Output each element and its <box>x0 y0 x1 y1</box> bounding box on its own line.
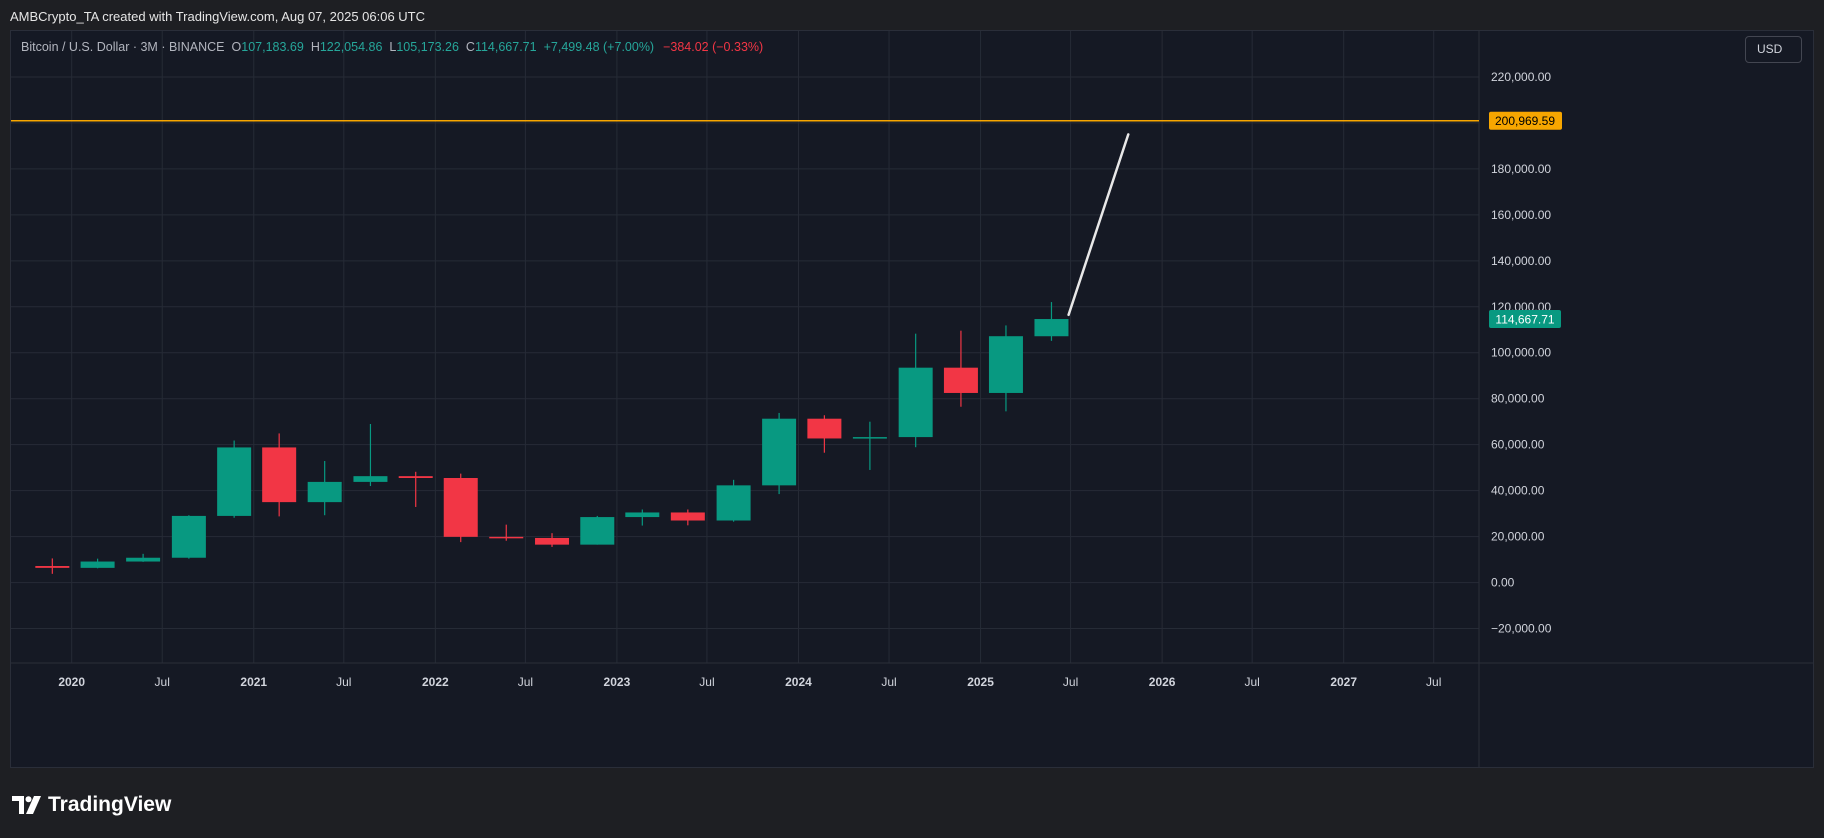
y-tick-label: −20,000.00 <box>1491 622 1552 636</box>
currency-button[interactable]: USD <box>1745 36 1802 63</box>
tradingview-logo: TradingView <box>12 793 171 817</box>
y-tick-label: 140,000.00 <box>1491 254 1551 268</box>
x-tick-label: Jul <box>1244 675 1259 689</box>
candle-body <box>217 447 252 516</box>
symbol-legend: Bitcoin / U.S. Dollar · 3M · BINANCE O107… <box>21 40 763 54</box>
candle-body <box>353 476 388 482</box>
y-tick-label: 0.00 <box>1491 576 1515 590</box>
chart-attribution: AMBCrypto_TA created with TradingView.co… <box>10 9 426 24</box>
candle-body <box>443 477 478 537</box>
x-tick-label: Jul <box>881 675 896 689</box>
last-price-label: 114,667.71 <box>1495 313 1554 327</box>
candle-body <box>716 485 751 521</box>
x-tick-label: Jul <box>336 675 351 689</box>
close-value: 114,667.71 <box>474 40 537 54</box>
candle-body <box>580 517 615 545</box>
tradingview-logo-icon <box>12 796 41 814</box>
close-label: C <box>465 40 475 54</box>
target-level-label: 200,969.59 <box>1495 114 1555 128</box>
y-tick-label: 160,000.00 <box>1491 208 1551 222</box>
x-tick-label: 2020 <box>58 675 85 689</box>
x-tick-label: Jul <box>155 675 170 689</box>
candle-body <box>171 515 206 558</box>
candle-body <box>535 537 570 545</box>
candle-body <box>398 476 433 478</box>
trend-line[interactable] <box>1067 133 1130 317</box>
x-tick-label: 2024 <box>785 675 812 689</box>
candle-body <box>489 536 524 539</box>
price-chart[interactable]: −20,000.00 0.00 20,000.00 40,000.00 60,000.0… <box>11 31 1813 767</box>
candle-body <box>126 557 161 562</box>
y-tick-label: 100,000.00 <box>1491 346 1551 360</box>
x-tick-label: 2025 <box>967 675 994 689</box>
low-label: L <box>389 40 397 54</box>
candle-body <box>943 367 978 393</box>
target-level-tag <box>1489 111 1562 130</box>
candle-body <box>262 447 297 503</box>
low-value: 105,173.26 <box>396 40 459 54</box>
x-tick-label: 2023 <box>604 675 631 689</box>
change-value-2: −384.02 (−0.33%) <box>663 40 764 54</box>
candle-body <box>898 367 933 438</box>
high-label: H <box>310 40 320 54</box>
x-tick-label: Jul <box>518 675 533 689</box>
candle-body <box>35 566 70 568</box>
last-price-tag <box>1489 310 1561 329</box>
change-value: +7,499.48 (+7.00%) <box>543 40 655 54</box>
y-tick-label: 180,000.00 <box>1491 162 1551 176</box>
x-tick-label: Jul <box>1426 675 1441 689</box>
candle-body <box>670 512 705 521</box>
tradingview-wordmark: TradingView <box>48 793 172 816</box>
y-tick-label: 220,000.00 <box>1491 70 1551 84</box>
candle-body <box>1034 319 1069 337</box>
open-value: 107,183.69 <box>241 40 304 54</box>
candle-body <box>762 418 797 486</box>
chart-panel[interactable]: −20,000.00 0.00 20,000.00 40,000.00 60,000.0… <box>10 30 1814 768</box>
candle-body <box>852 437 887 439</box>
candle-body <box>80 561 115 568</box>
y-tick-label: 20,000.00 <box>1491 530 1545 544</box>
y-tick-label: 40,000.00 <box>1491 484 1545 498</box>
x-tick-label: 2022 <box>422 675 449 689</box>
candle-body <box>988 336 1023 393</box>
x-tick-label: 2021 <box>240 675 267 689</box>
y-tick-label: 80,000.00 <box>1491 392 1545 406</box>
candle-body <box>807 418 842 439</box>
open-label: O <box>231 40 242 54</box>
x-tick-label: 2027 <box>1330 675 1357 689</box>
x-tick-label: 2026 <box>1149 675 1176 689</box>
candle-body <box>307 481 342 503</box>
candle-body <box>625 512 660 518</box>
high-value: 122,054.86 <box>319 40 383 54</box>
symbol-title: Bitcoin / U.S. Dollar · 3M · BINANCE <box>21 40 225 54</box>
x-tick-label: Jul <box>699 675 714 689</box>
y-tick-label: 60,000.00 <box>1491 438 1545 452</box>
x-tick-label: Jul <box>1063 675 1078 689</box>
